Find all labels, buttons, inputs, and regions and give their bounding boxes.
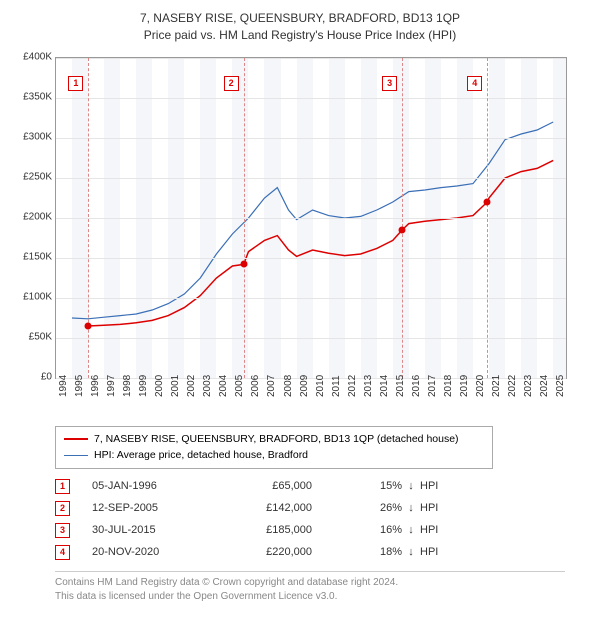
x-axis-label: 1996 xyxy=(90,374,101,396)
legend-label-1: 7, NASEBY RISE, QUEENSBURY, BRADFORD, BD… xyxy=(94,433,459,445)
title-line-1: 7, NASEBY RISE, QUEENSBURY, BRADFORD, BD… xyxy=(10,10,590,27)
chart-marker: 4 xyxy=(467,76,482,91)
y-axis-label: £400K xyxy=(10,51,52,62)
legend-label-2: HPI: Average price, detached house, Brad… xyxy=(94,449,308,461)
chart-marker: 2 xyxy=(224,76,239,91)
footer-line-1: Contains HM Land Registry data © Crown c… xyxy=(55,576,565,590)
x-axis-label: 2006 xyxy=(250,374,261,396)
table-row: 2 12-SEP-2005£142,000 26%↓HPI xyxy=(55,497,590,519)
y-axis-label: £200K xyxy=(10,211,52,222)
x-axis-label: 2024 xyxy=(539,374,550,396)
x-axis-label: 1994 xyxy=(58,374,69,396)
row-suffix: HPI xyxy=(420,502,460,514)
y-axis-label: £300K xyxy=(10,131,52,142)
y-axis-label: £100K xyxy=(10,291,52,302)
x-axis-label: 2016 xyxy=(411,374,422,396)
x-axis-label: 2008 xyxy=(283,374,294,396)
down-arrow-icon: ↓ xyxy=(402,524,420,536)
x-axis-label: 2018 xyxy=(443,374,454,396)
x-axis-label: 2011 xyxy=(331,375,342,397)
y-axis-label: £350K xyxy=(10,91,52,102)
x-axis-label: 2019 xyxy=(459,374,470,396)
x-axis-label: 2005 xyxy=(234,374,245,396)
x-axis-label: 2003 xyxy=(202,374,213,396)
table-row: 1 05-JAN-1996£65,000 15%↓HPI xyxy=(55,475,590,497)
footer-line-2: This data is licensed under the Open Gov… xyxy=(55,590,565,604)
x-axis-label: 1995 xyxy=(74,374,85,396)
row-marker: 2 xyxy=(55,501,70,516)
x-axis-label: 2004 xyxy=(218,374,229,396)
row-suffix: HPI xyxy=(420,480,460,492)
legend-swatch-2 xyxy=(64,455,88,456)
footer: Contains HM Land Registry data © Crown c… xyxy=(55,571,565,604)
row-pct: 26% xyxy=(342,502,402,514)
x-axis-label: 1998 xyxy=(122,374,133,396)
x-axis-label: 2025 xyxy=(555,374,566,396)
legend-item-1: 7, NASEBY RISE, QUEENSBURY, BRADFORD, BD… xyxy=(64,431,484,448)
row-price: £185,000 xyxy=(222,524,312,536)
x-axis-label: 2021 xyxy=(491,374,502,396)
row-marker: 1 xyxy=(55,479,70,494)
legend-swatch-1 xyxy=(64,438,88,440)
row-marker: 4 xyxy=(55,545,70,560)
chart-marker: 1 xyxy=(68,76,83,91)
plot-area: 1 2 3 4 xyxy=(55,57,567,379)
row-date: 05-JAN-1996 xyxy=(92,480,222,492)
x-axis-label: 2009 xyxy=(299,374,310,396)
row-pct: 16% xyxy=(342,524,402,536)
row-suffix: HPI xyxy=(420,524,460,536)
row-date: 20-NOV-2020 xyxy=(92,546,222,558)
chart-container: 1 2 3 4 £0 £50K £100K £150K £200K £250K £300K £350… xyxy=(10,52,570,422)
row-suffix: HPI xyxy=(420,546,460,558)
x-axis-label: 2022 xyxy=(507,374,518,396)
x-axis-label: 2002 xyxy=(186,374,197,396)
x-axis-label: 2017 xyxy=(427,374,438,396)
y-axis-label: £150K xyxy=(10,251,52,262)
row-pct: 15% xyxy=(342,480,402,492)
x-axis-label: 1999 xyxy=(138,374,149,396)
row-price: £142,000 xyxy=(222,502,312,514)
transactions-table: 105-JAN-1996£65,00015%↓HPI212-SEP-2005£1… xyxy=(55,475,590,563)
x-axis-label: 2012 xyxy=(347,374,358,396)
x-axis-label: 2010 xyxy=(315,374,326,396)
title-line-2: Price paid vs. HM Land Registry's House … xyxy=(10,27,590,44)
x-axis-label: 2014 xyxy=(379,374,390,396)
down-arrow-icon: ↓ xyxy=(402,502,420,514)
row-price: £65,000 xyxy=(222,480,312,492)
x-axis-label: 2023 xyxy=(523,374,534,396)
legend-box: 7, NASEBY RISE, QUEENSBURY, BRADFORD, BD… xyxy=(55,426,493,470)
row-price: £220,000 xyxy=(222,546,312,558)
table-row: 4 20-NOV-2020£220,000 18%↓HPI xyxy=(55,541,590,563)
x-axis-label: 2015 xyxy=(395,374,406,396)
x-axis-label: 2000 xyxy=(154,374,165,396)
down-arrow-icon: ↓ xyxy=(402,480,420,492)
x-axis-label: 1997 xyxy=(106,374,117,396)
chart-marker: 3 xyxy=(382,76,397,91)
table-row: 3 30-JUL-2015£185,000 16%↓HPI xyxy=(55,519,590,541)
y-axis-label: £0 xyxy=(10,371,52,382)
y-axis-label: £250K xyxy=(10,171,52,182)
x-axis-label: 2001 xyxy=(170,374,181,396)
x-axis-label: 2007 xyxy=(266,374,277,396)
x-axis-label: 2020 xyxy=(475,374,486,396)
y-axis-label: £50K xyxy=(10,331,52,342)
x-axis-label: 2013 xyxy=(363,374,374,396)
row-date: 12-SEP-2005 xyxy=(92,502,222,514)
row-pct: 18% xyxy=(342,546,402,558)
row-date: 30-JUL-2015 xyxy=(92,524,222,536)
down-arrow-icon: ↓ xyxy=(402,546,420,558)
row-marker: 3 xyxy=(55,523,70,538)
legend-item-2: HPI: Average price, detached house, Brad… xyxy=(64,447,484,464)
